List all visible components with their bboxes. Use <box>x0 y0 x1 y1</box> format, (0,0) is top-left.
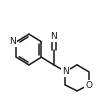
Text: N: N <box>51 32 57 41</box>
Text: N: N <box>9 37 16 46</box>
Text: O: O <box>85 81 92 90</box>
Text: N: N <box>62 67 69 76</box>
